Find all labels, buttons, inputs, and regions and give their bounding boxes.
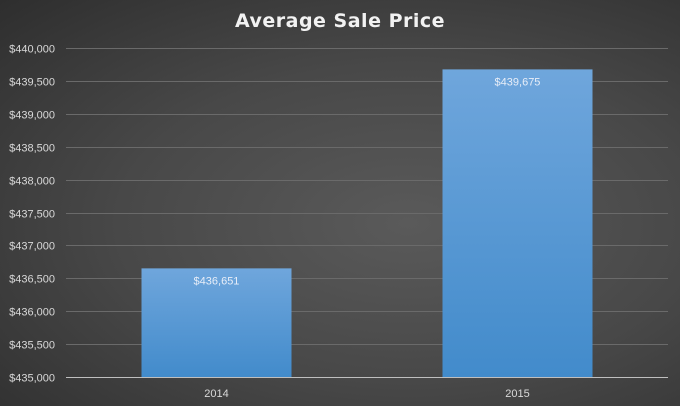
- y-tick-label: $438,000: [9, 176, 55, 188]
- data-label: $439,675: [495, 76, 541, 88]
- y-tick-label: $438,500: [9, 143, 55, 155]
- y-tick-label: $439,500: [9, 77, 55, 89]
- y-tick-label: $435,500: [9, 340, 55, 352]
- y-tick-label: $440,000: [9, 44, 55, 56]
- bar-2015: [442, 69, 593, 377]
- y-tick-label: $439,000: [9, 110, 55, 122]
- x-tick-label: 2014: [204, 388, 228, 400]
- data-label: $436,651: [194, 275, 240, 287]
- y-tick-label: $437,500: [9, 209, 55, 221]
- y-tick-label: $436,000: [9, 307, 55, 319]
- y-tick-label: $435,000: [9, 373, 55, 385]
- chart-title: Average Sale Price: [235, 10, 445, 32]
- x-tick-label: 2015: [505, 388, 529, 400]
- bar-2014: [141, 268, 292, 377]
- y-tick-label: $436,500: [9, 274, 55, 286]
- y-tick-label: $437,000: [9, 241, 55, 253]
